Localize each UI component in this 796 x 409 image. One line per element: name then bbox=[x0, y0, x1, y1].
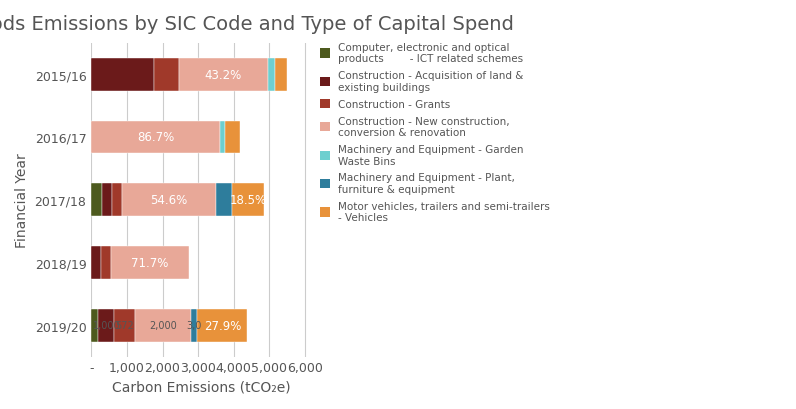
Text: 2,000: 2,000 bbox=[149, 320, 177, 330]
Bar bbox=[92, 59, 154, 91]
Bar bbox=[224, 121, 240, 154]
Bar bbox=[197, 309, 248, 342]
Title: Capital Goods Emissions by SIC Code and Type of Capital Spend: Capital Goods Emissions by SIC Code and … bbox=[0, 15, 514, 34]
Text: 86.7%: 86.7% bbox=[137, 131, 174, 144]
Bar bbox=[102, 184, 111, 216]
Bar bbox=[111, 247, 189, 279]
Bar bbox=[111, 184, 122, 216]
Legend: Computer, electronic and optical
products        - ICT related schemes, Construc: Computer, electronic and optical product… bbox=[319, 43, 550, 223]
Text: 27.9%: 27.9% bbox=[204, 319, 241, 332]
Text: 71.7%: 71.7% bbox=[131, 256, 169, 269]
Text: 54.6%: 54.6% bbox=[150, 194, 187, 207]
Bar bbox=[135, 309, 191, 342]
Bar bbox=[92, 121, 220, 154]
Text: 18.5%: 18.5% bbox=[229, 194, 267, 207]
Text: 43.2%: 43.2% bbox=[205, 69, 242, 81]
Text: 1,000: 1,000 bbox=[92, 320, 120, 330]
Bar bbox=[154, 59, 178, 91]
Text: 572: 572 bbox=[115, 320, 134, 330]
Bar bbox=[275, 59, 287, 91]
Bar bbox=[122, 184, 216, 216]
Bar bbox=[268, 59, 275, 91]
Bar bbox=[92, 309, 99, 342]
Bar bbox=[92, 184, 102, 216]
Bar bbox=[99, 309, 115, 342]
Bar bbox=[92, 247, 100, 279]
Bar bbox=[191, 309, 197, 342]
Bar bbox=[232, 184, 264, 216]
X-axis label: Carbon Emissions (tCO₂e): Carbon Emissions (tCO₂e) bbox=[112, 380, 291, 394]
Bar bbox=[178, 59, 268, 91]
Bar bbox=[216, 184, 232, 216]
Y-axis label: Financial Year: Financial Year bbox=[15, 153, 29, 247]
Bar bbox=[115, 309, 135, 342]
Bar bbox=[100, 247, 111, 279]
Bar bbox=[220, 121, 224, 154]
Text: 3,0: 3,0 bbox=[186, 320, 202, 330]
